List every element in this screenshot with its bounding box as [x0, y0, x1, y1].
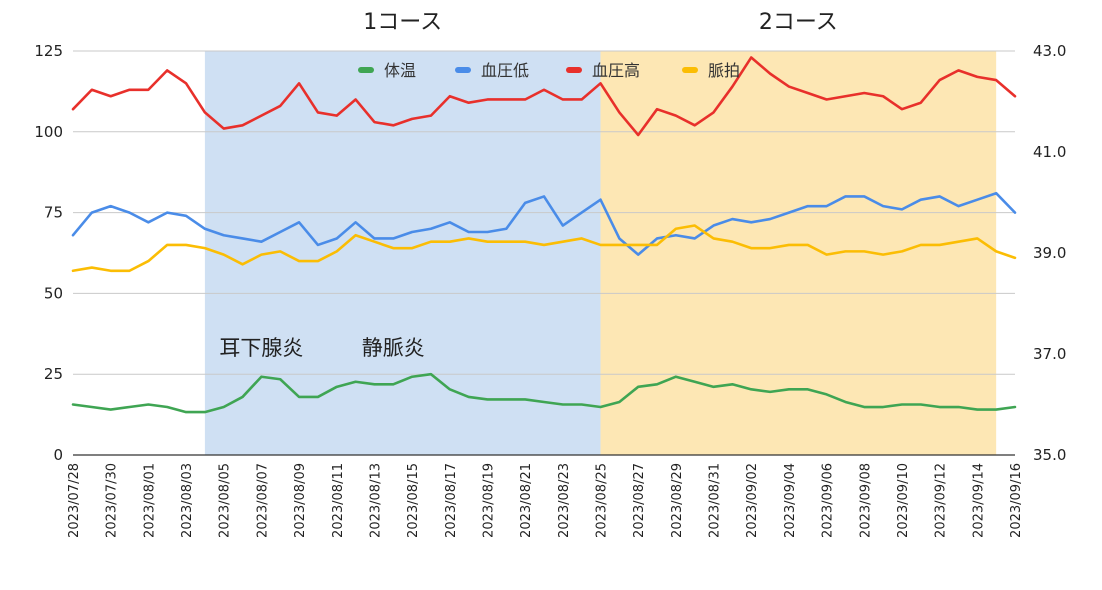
x-tick-16: 2023/08/29 — [670, 463, 685, 538]
legend: 体温 血圧低 血圧高 脈拍 — [358, 61, 740, 80]
x-tick-9: 2023/08/15 — [406, 463, 421, 538]
left-tick-2: 50 — [44, 284, 63, 302]
x-tick-12: 2023/08/21 — [519, 463, 534, 538]
annotation-2: 静脈炎 — [362, 336, 425, 360]
course-label-2: 2コース — [759, 10, 838, 35]
series-line-4 — [71, 224, 1017, 273]
right-tick-0: 35.0 — [1033, 446, 1066, 464]
left-axis-ticks: 0 25 50 75 100 125 — [34, 42, 63, 464]
x-tick-15: 2023/08/27 — [632, 463, 647, 538]
right-tick-1: 37.0 — [1033, 345, 1066, 363]
series-line-2 — [71, 191, 1017, 256]
legend-swatch-3 — [566, 67, 582, 73]
gridlines — [73, 50, 1015, 456]
x-tick-19: 2023/09/04 — [783, 463, 798, 538]
x-tick-2: 2023/08/01 — [142, 463, 157, 538]
x-tick-21: 2023/09/08 — [858, 463, 873, 538]
x-tick-11: 2023/08/19 — [481, 463, 496, 538]
right-tick-2: 39.0 — [1033, 244, 1066, 262]
right-tick-3: 41.0 — [1033, 143, 1066, 161]
x-tick-14: 2023/08/25 — [595, 463, 610, 538]
annotations: 耳下腺炎 静脈炎 — [219, 336, 424, 360]
legend-swatch-4 — [682, 67, 698, 73]
left-tick-0: 0 — [53, 446, 63, 464]
x-tick-22: 2023/09/10 — [896, 463, 911, 538]
x-tick-18: 2023/09/02 — [745, 463, 760, 538]
x-tick-13: 2023/08/23 — [557, 463, 572, 538]
right-tick-4: 43.0 — [1033, 42, 1066, 60]
x-tick-23: 2023/09/12 — [934, 463, 949, 538]
x-axis-ticks: 2023/07/28 2023/07/30 2023/08/01 2023/08/03… — [67, 463, 1024, 538]
x-tick-10: 2023/08/17 — [444, 463, 459, 538]
x-tick-5: 2023/08/07 — [255, 463, 270, 538]
left-tick-5: 125 — [34, 42, 63, 60]
course-bands — [204, 51, 997, 455]
x-tick-17: 2023/08/31 — [708, 463, 723, 538]
x-tick-6: 2023/08/09 — [293, 463, 308, 538]
x-tick-25: 2023/09/16 — [1009, 463, 1024, 538]
x-tick-20: 2023/09/06 — [821, 463, 836, 538]
x-tick-0: 2023/07/28 — [67, 463, 82, 538]
legend-swatch-2 — [455, 67, 471, 73]
left-tick-1: 25 — [44, 365, 63, 383]
legend-label-4: 脈拍 — [708, 61, 740, 80]
legend-label-1: 体温 — [384, 61, 416, 80]
series-lines — [71, 56, 1017, 414]
x-tick-24: 2023/09/14 — [971, 463, 986, 538]
left-tick-3: 75 — [44, 204, 63, 222]
x-tick-4: 2023/08/05 — [218, 463, 233, 538]
x-tick-7: 2023/08/11 — [331, 463, 346, 538]
course-label-1: 1コース — [363, 10, 442, 35]
series-line-3 — [71, 56, 1017, 137]
x-tick-3: 2023/08/03 — [180, 463, 195, 538]
annotation-1: 耳下腺炎 — [219, 336, 303, 360]
legend-label-3: 血圧高 — [592, 61, 640, 80]
course-labels: 1コース 2コース — [363, 10, 838, 35]
legend-swatch-1 — [358, 67, 374, 73]
x-tick-8: 2023/08/13 — [368, 463, 383, 538]
course-band-2 — [600, 51, 997, 455]
series-line-1 — [71, 372, 1017, 414]
left-tick-4: 100 — [34, 123, 63, 141]
legend-label-2: 血圧低 — [481, 61, 529, 80]
right-axis-ticks: 35.0 37.0 39.0 41.0 43.0 — [1033, 42, 1066, 464]
x-tick-1: 2023/07/30 — [105, 463, 120, 538]
